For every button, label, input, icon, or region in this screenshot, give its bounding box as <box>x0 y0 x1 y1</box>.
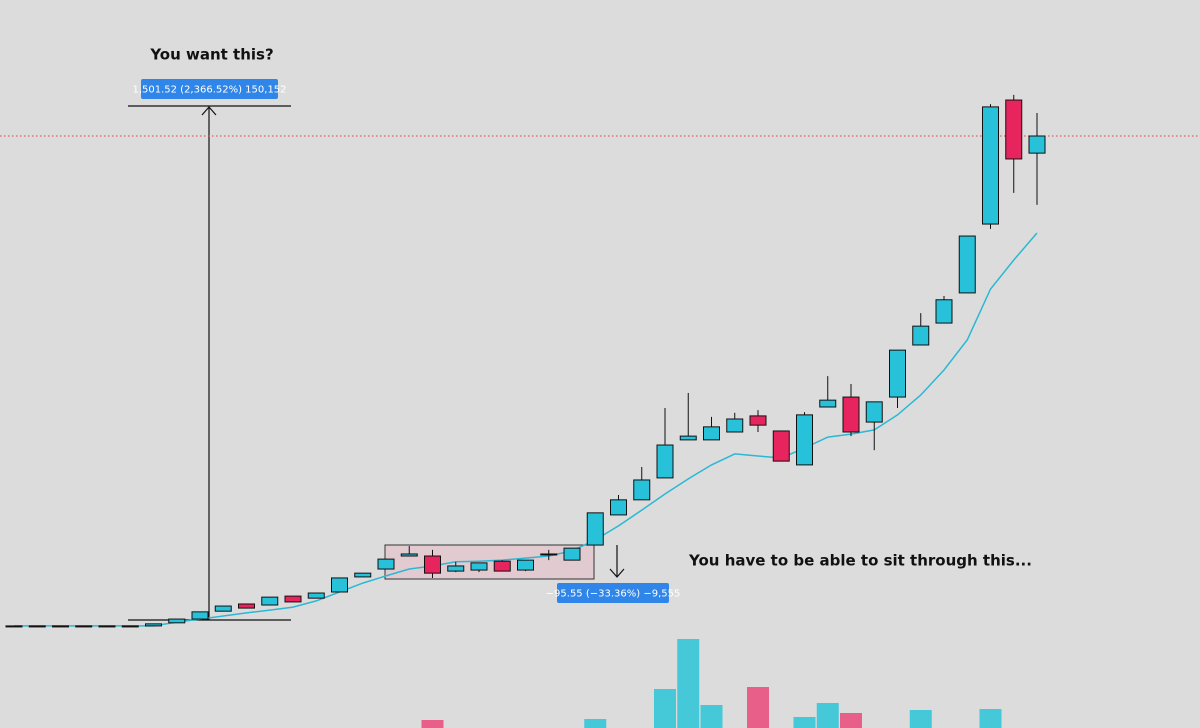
volume-bar <box>700 705 723 728</box>
candle-body <box>470 562 488 571</box>
arrow-head <box>609 568 625 578</box>
candle-body <box>1005 99 1023 160</box>
label-box <box>557 583 669 603</box>
candle-body <box>819 399 837 408</box>
volume-bar <box>840 713 862 728</box>
candle-body <box>796 414 813 466</box>
candle-body <box>331 577 348 593</box>
candle-body <box>703 426 720 441</box>
candle-body <box>563 547 581 561</box>
candle-body <box>889 349 906 398</box>
candle-body <box>517 559 534 571</box>
candle-body <box>610 499 627 516</box>
candle-body <box>400 553 418 557</box>
annotation: You want this? <box>149 46 273 64</box>
candle-body <box>912 325 930 346</box>
volume-bar <box>816 703 839 728</box>
candle-body <box>842 396 860 433</box>
candle-body <box>447 565 465 572</box>
candle-body <box>540 553 558 556</box>
candle-body <box>493 560 511 572</box>
volume-bar <box>747 687 769 728</box>
candle-body <box>52 625 69 628</box>
arrow-head <box>201 106 217 116</box>
candle-body <box>75 625 93 628</box>
volume-bar <box>584 719 607 728</box>
candle-body <box>238 603 255 609</box>
candle-body <box>145 623 162 627</box>
volume-bar <box>979 709 1002 728</box>
measure-label: 1,501.52 (2,366.52%) 150,152 <box>132 85 286 96</box>
candle-body <box>307 592 325 599</box>
candle-body <box>865 401 883 423</box>
plot <box>0 94 1200 728</box>
candle-body <box>424 555 441 574</box>
annotation: You have to be able to sit through this.… <box>688 552 1032 570</box>
volume-bar <box>793 717 816 728</box>
candle-body <box>1028 135 1046 154</box>
volume-bar <box>421 720 444 728</box>
candle-body <box>168 618 186 624</box>
candle-body <box>726 418 744 433</box>
candle-body <box>214 605 232 612</box>
candle-body <box>28 625 46 628</box>
candle-body <box>261 596 279 606</box>
measure-label: −95.55 (−33.36%) −9,555 <box>546 589 681 600</box>
candle-body <box>749 415 767 426</box>
candle-body <box>121 625 139 628</box>
candle-body <box>5 625 23 628</box>
consolidation-box <box>384 544 595 580</box>
candle-body <box>656 444 674 479</box>
candle-body <box>982 106 999 225</box>
candle-body <box>586 512 604 546</box>
volume-bar <box>654 689 676 728</box>
label-box <box>141 79 278 99</box>
candle-body <box>98 625 116 628</box>
candle-body <box>354 572 372 578</box>
candle-body <box>935 299 953 324</box>
candle-body <box>633 479 651 501</box>
volume-bar <box>677 639 700 728</box>
candle-body <box>679 435 697 441</box>
volume-bar <box>909 710 932 728</box>
candle-body <box>191 611 209 620</box>
candle-body <box>377 558 395 570</box>
candle-body <box>772 430 790 462</box>
candle-body <box>284 595 302 603</box>
candle-body <box>958 235 976 294</box>
